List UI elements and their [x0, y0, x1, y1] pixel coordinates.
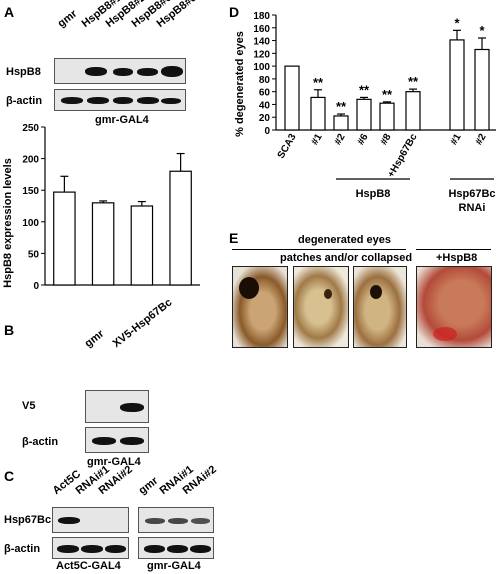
- blot-c-left-caption: Act5C-GAL4: [56, 560, 121, 572]
- panel-a-label: A: [4, 4, 15, 20]
- blot-c-lane-label: gmr: [136, 474, 161, 497]
- chart-a-bar: [91, 202, 115, 286]
- chart-d-significance: *: [454, 15, 460, 30]
- chart-a-ylabel: HspB8 expression levels: [2, 158, 14, 288]
- chart-d-xtick-label: #1: [310, 132, 325, 148]
- chart-a-ytick-label: 100: [22, 218, 39, 229]
- blot-a-caption: gmr-GAL4: [95, 114, 149, 126]
- blot-b-row-label: V5: [22, 400, 36, 412]
- blot-c-row-label: Hsp67Bc: [4, 514, 52, 526]
- blot-c-right-actin-strip: [138, 537, 214, 559]
- chart-d-bar: [474, 48, 490, 131]
- blot-c-left-hsp67bc-strip: [52, 507, 129, 533]
- chart-d-significance: **: [336, 99, 347, 114]
- blot-b-lane-label: gmr: [82, 327, 107, 350]
- chart-a-ytick-label: 150: [22, 186, 39, 197]
- chart-d-bar: [310, 96, 326, 131]
- chart-d-ylabel: % degenerated eyes: [234, 31, 246, 137]
- blot-c-left-actin-strip: [52, 537, 129, 559]
- chart-a: HspB8 expression levels 050100150200250#…: [2, 123, 200, 290]
- chart-d-ytick-label: 80: [259, 75, 271, 86]
- chart-d-ytick-label: 60: [259, 88, 271, 99]
- blot-c-row-label: β-actin: [4, 543, 41, 555]
- chart-a-bar: [53, 191, 76, 286]
- eye-photo-1: [232, 266, 288, 348]
- chart-d-ytick-label: 180: [253, 11, 270, 22]
- chart-a-bar: [169, 170, 192, 286]
- blot-a-row-label: HspB8: [6, 66, 41, 78]
- chart-d-bar: [405, 91, 421, 131]
- panel-e-header-sub: patches and/or collapsed: [280, 252, 413, 264]
- eye-photo-3: [353, 266, 407, 348]
- blot-b-v5-strip: [85, 390, 149, 423]
- eye-photo-hspb8: [416, 266, 492, 348]
- panel-d-label: D: [229, 4, 240, 20]
- group-label-hsp67bc: Hsp67Bc: [448, 188, 495, 200]
- blot-a-hspb8-strip: [54, 58, 186, 84]
- chart-d-significance: **: [359, 82, 370, 97]
- panel-e-header-top: degenerated eyes: [298, 234, 391, 246]
- blot-c-right-hsp67bc-strip: [138, 507, 214, 533]
- panel-e-right-rule: [416, 249, 491, 250]
- chart-d-ytick-label: 120: [253, 49, 270, 60]
- chart-d-xtick-label: #2: [333, 132, 348, 148]
- panel-e-header-rule: [232, 249, 406, 250]
- chart-d-significance: **: [313, 75, 324, 90]
- chart-d-ytick-label: 20: [259, 113, 271, 124]
- group-label-rnai: RNAi: [459, 202, 486, 214]
- chart-d-xtick-label: #6: [356, 132, 371, 148]
- chart-d-bar: [284, 65, 300, 131]
- chart-d-ytick-label: 140: [253, 37, 270, 48]
- chart-d-significance: **: [382, 87, 393, 102]
- blot-b-actin-strip: [85, 427, 149, 453]
- blot-b-row-label: β-actin: [22, 436, 59, 448]
- blot-b-caption: gmr-GAL4: [87, 456, 141, 468]
- blot-b-lane-label: XV5-Hsp67Bc: [110, 296, 175, 350]
- chart-a-ytick-label: 0: [33, 281, 39, 290]
- chart-d-xtick-label: #8: [379, 132, 394, 148]
- chart-d-bar: [379, 102, 395, 131]
- blot-a-lane-label: gmr: [55, 7, 80, 30]
- chart-d-ytick-label: 100: [253, 62, 270, 73]
- chart-a-ytick-label: 250: [22, 123, 39, 134]
- chart-d-xtick-label: #2: [474, 132, 489, 148]
- chart-a-bar: [130, 205, 154, 286]
- chart-a-ytick-label: 50: [28, 249, 40, 260]
- blot-c-right-caption: gmr-GAL4: [147, 560, 201, 572]
- chart-d-ytick-label: 160: [253, 24, 270, 35]
- panel-e-label: E: [229, 230, 239, 246]
- eye-photo-2: [293, 266, 349, 348]
- chart-d-xtick-label: SCA3: [276, 132, 299, 161]
- chart-d-bar: [333, 115, 349, 131]
- chart-d-bar: [449, 39, 465, 131]
- blot-a-row-label: β-actin: [6, 95, 43, 107]
- chart-d-ytick-label: 40: [259, 100, 271, 111]
- group-label-hspb8: HspB8: [356, 188, 391, 200]
- chart-a-ytick-label: 200: [22, 155, 39, 166]
- chart-d-xtick-label: #1: [449, 132, 464, 148]
- panel-e-right-header: +HspB8: [436, 252, 478, 264]
- chart-d-significance: *: [479, 23, 485, 38]
- chart-d-ytick-label: 0: [264, 126, 270, 137]
- panel-b-label: B: [4, 322, 15, 338]
- panel-c-label: C: [4, 468, 15, 484]
- blot-a-actin-strip: [54, 89, 186, 111]
- chart-d-bar: [356, 98, 372, 131]
- chart-d-significance: **: [408, 74, 419, 89]
